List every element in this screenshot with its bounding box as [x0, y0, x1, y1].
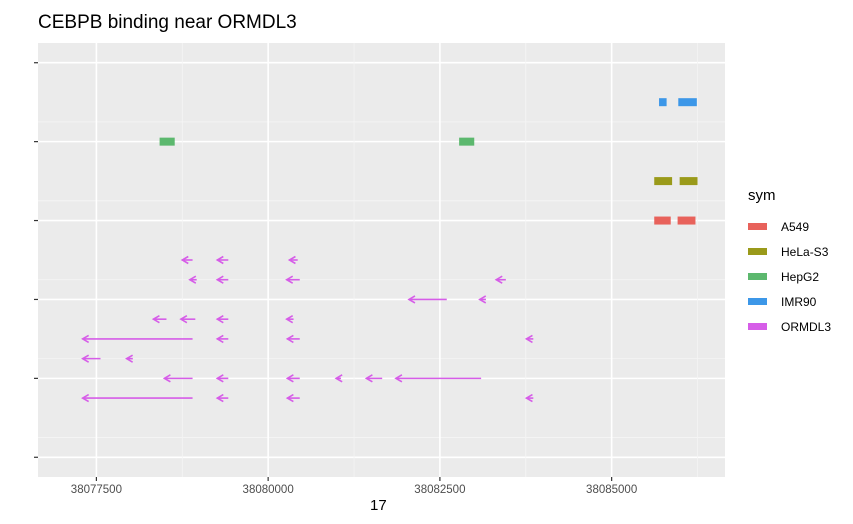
legend-swatch-a549	[748, 223, 767, 230]
gene-segment-arrowhead	[81, 334, 90, 344]
legend: sym A549 HeLa-S3 HepG2 IMR90 ORMDL3	[748, 187, 848, 339]
gene-segment-arrowhead	[285, 393, 294, 403]
gene-segment-arrowhead	[364, 374, 373, 383]
gene-segment-arrowhead	[162, 374, 171, 383]
gene-segment-arrowhead	[285, 314, 294, 324]
legend-swatch-hela-s3	[748, 248, 767, 255]
gene-segment-arrowhead	[215, 334, 224, 344]
gene-segment-arrowhead	[215, 374, 224, 383]
binding-mark-hepg2	[159, 137, 175, 146]
x-tick-label: 38077500	[71, 484, 122, 496]
legend-item-hepg2: HepG2	[748, 264, 848, 289]
plot-panel	[38, 43, 725, 477]
legend-item-hela-s3: HeLa-S3	[748, 239, 848, 264]
gene-segment-arrowhead	[478, 295, 487, 304]
legend-label-imr90: IMR90	[781, 294, 817, 309]
gene-segment-arrowhead	[188, 275, 197, 284]
gene-segment-arrowhead	[334, 374, 343, 383]
legend-item-a549: A549	[748, 214, 848, 239]
x-tick-label: 38080000	[243, 484, 294, 496]
legend-swatch-imr90	[748, 298, 767, 305]
gene-segment-arrowhead	[151, 314, 160, 324]
gene-segment-arrowhead	[125, 354, 134, 363]
gene-segment-arrowhead	[285, 334, 294, 344]
binding-mark-hepg2	[459, 137, 475, 146]
binding-mark-hela-s3	[679, 177, 698, 186]
legend-label-hela-s3: HeLa-S3	[781, 244, 829, 259]
gene-segment-arrowhead	[215, 314, 224, 324]
legend-swatch-ormdl3	[748, 323, 767, 330]
gene-segment-arrowhead	[287, 255, 296, 265]
gene-segment-arrowhead	[81, 393, 90, 403]
legend-label-hepg2: HepG2	[781, 269, 820, 284]
gene-segment-arrowhead	[394, 374, 403, 383]
legend-label-ormdl3: ORMDL3	[781, 319, 832, 334]
legend-swatch-hepg2	[748, 273, 767, 280]
gene-segment-arrowhead	[524, 334, 533, 344]
legend-item-imr90: IMR90	[748, 289, 848, 314]
gene-segment-arrowhead	[179, 314, 188, 324]
gene-segment-arrowhead	[81, 354, 90, 363]
gene-segment-arrowhead	[524, 393, 533, 403]
gene-segment-arrowhead	[494, 275, 503, 284]
gene-segment-arrowhead	[215, 275, 224, 284]
binding-mark-hela-s3	[654, 177, 673, 186]
x-tick-label: 38082500	[414, 484, 465, 496]
gene-segment-arrowhead	[285, 374, 294, 383]
gene-segment-arrowhead	[215, 255, 224, 265]
x-tick-label: 38085000	[586, 484, 637, 496]
chart-title: CEBPB binding near ORMDL3	[38, 12, 297, 33]
binding-mark-imr90	[659, 98, 667, 107]
gene-segment-arrowhead	[285, 275, 294, 284]
binding-mark-a549	[677, 216, 696, 225]
legend-item-ormdl3: ORMDL3	[748, 314, 848, 339]
binding-mark-imr90	[678, 98, 697, 107]
x-axis-label: 17	[370, 497, 387, 514]
gene-segment-arrowhead	[407, 295, 416, 304]
binding-mark-a549	[654, 216, 671, 225]
legend-title: sym	[748, 187, 776, 204]
gene-segment-arrowhead	[180, 255, 189, 265]
gene-segment-arrowhead	[215, 393, 224, 403]
legend-label-a549: A549	[781, 219, 810, 234]
